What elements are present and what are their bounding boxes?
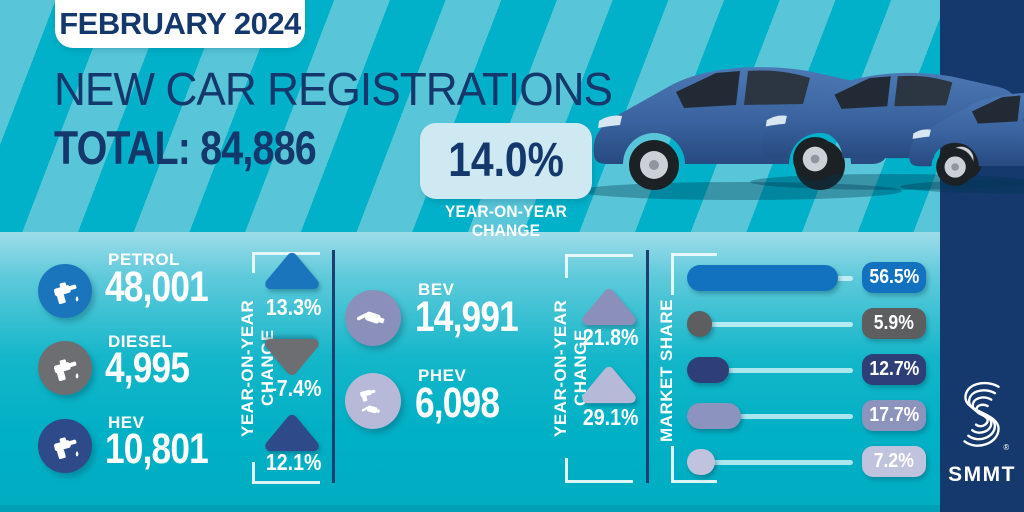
bev-value: 14,991 xyxy=(415,293,519,341)
petrol-value: 48,001 xyxy=(105,263,209,311)
share-bar-phev xyxy=(687,449,715,475)
cars-illustration xyxy=(585,67,1024,200)
charging-plug-icon xyxy=(356,311,385,324)
petrol-yoy-value: 13.3% xyxy=(266,294,322,320)
stats-panel-background xyxy=(0,232,1024,512)
phev-label: PHEV xyxy=(418,366,467,385)
bracket-bottom-stub xyxy=(671,446,674,482)
share-pill-petrol: 56.5% xyxy=(862,262,926,293)
diesel-down-arrow-icon xyxy=(265,338,319,376)
bracket-bottom-arm xyxy=(252,481,320,484)
fuel-nozzle-icon xyxy=(53,359,79,382)
section-divider xyxy=(332,250,335,483)
phev-value: 6,098 xyxy=(415,379,500,427)
bev-yoy-value: 21.8% xyxy=(583,324,639,350)
bracket-bottom-arm xyxy=(565,480,633,483)
share-bar-hev xyxy=(687,357,729,383)
yoy-change-value: 14.0% xyxy=(448,134,564,187)
share-bar-track xyxy=(687,322,853,327)
bracket-top-arm xyxy=(565,254,633,257)
share-bar-diesel xyxy=(687,311,712,337)
share-bar-track xyxy=(687,460,853,465)
market-share-axis-label: MARKET SHARE xyxy=(657,299,676,443)
phev-icon-circle xyxy=(345,373,401,429)
smmt-logo-text: SMMT xyxy=(948,463,1016,486)
hev-label: HEV xyxy=(108,413,145,432)
share-pill-hev: 12.7% xyxy=(862,354,926,385)
date-badge-text: FEBRUARY 2024 xyxy=(59,6,301,41)
bracket-top-stub xyxy=(671,253,674,295)
bev-label: BEV xyxy=(418,280,455,299)
hev-value: 10,801 xyxy=(105,425,209,473)
yoy-change-caption: YEAR-ON-YEAR CHANGE xyxy=(444,203,568,240)
hev-up-arrow-icon xyxy=(265,414,319,452)
registered-mark: ® xyxy=(1003,443,1009,452)
bracket-bottom-stub xyxy=(252,462,255,483)
page-title: NEW CAR REGISTRATIONS xyxy=(54,63,613,115)
bev-up-arrow-icon xyxy=(582,288,636,326)
diesel-yoy-value: –7.4% xyxy=(266,375,322,401)
date-badge: FEBRUARY 2024 xyxy=(55,0,305,48)
fuel-nozzle-icon xyxy=(53,282,79,305)
section-divider xyxy=(646,250,649,483)
diesel-icon-circle xyxy=(38,341,92,395)
diesel-label: DIESEL xyxy=(108,332,173,351)
nozzle-and-plug-icon xyxy=(360,389,380,414)
yoy-change-box: 14.0% xyxy=(420,123,592,199)
share-bar-bev xyxy=(687,403,741,429)
total-label: TOTAL: xyxy=(54,121,191,174)
share-pill-phev: 7.2% xyxy=(862,446,926,477)
diesel-value: 4,995 xyxy=(105,344,190,392)
share-bar-petrol xyxy=(687,265,838,291)
share-pill-diesel: 5.9% xyxy=(862,308,926,339)
bracket-bottom-stub xyxy=(565,458,568,482)
share-pill-bev: 17.7% xyxy=(862,400,926,431)
petrol-label: PETROL xyxy=(108,250,180,269)
share-bar-track xyxy=(687,368,853,373)
bracket-bottom-arm xyxy=(671,480,717,483)
bracket-top-stub xyxy=(252,252,255,273)
petrol-up-arrow-icon xyxy=(265,252,319,290)
bracket-top-arm xyxy=(671,253,717,256)
petrol-icon-circle xyxy=(38,264,92,318)
share-bar-track xyxy=(687,414,853,419)
hev-yoy-value: 12.1% xyxy=(266,449,322,475)
hev-icon-circle xyxy=(38,419,92,473)
fuel-nozzle-icon xyxy=(53,437,79,460)
phev-yoy-value: 29.1% xyxy=(583,404,639,430)
bottom-accent-strip xyxy=(0,505,940,512)
bev-icon-circle xyxy=(345,290,401,346)
total-value: 84,886 xyxy=(200,121,317,174)
total-registrations: TOTAL: 84,886 xyxy=(54,121,317,174)
car-small xyxy=(900,93,1024,194)
bracket-top-arm xyxy=(252,252,320,255)
smmt-s-icon: ® xyxy=(951,378,1009,452)
phev-up-arrow-icon xyxy=(582,366,636,404)
bracket-top-stub xyxy=(565,254,568,278)
smmt-logo: ® SMMT xyxy=(940,378,1024,487)
